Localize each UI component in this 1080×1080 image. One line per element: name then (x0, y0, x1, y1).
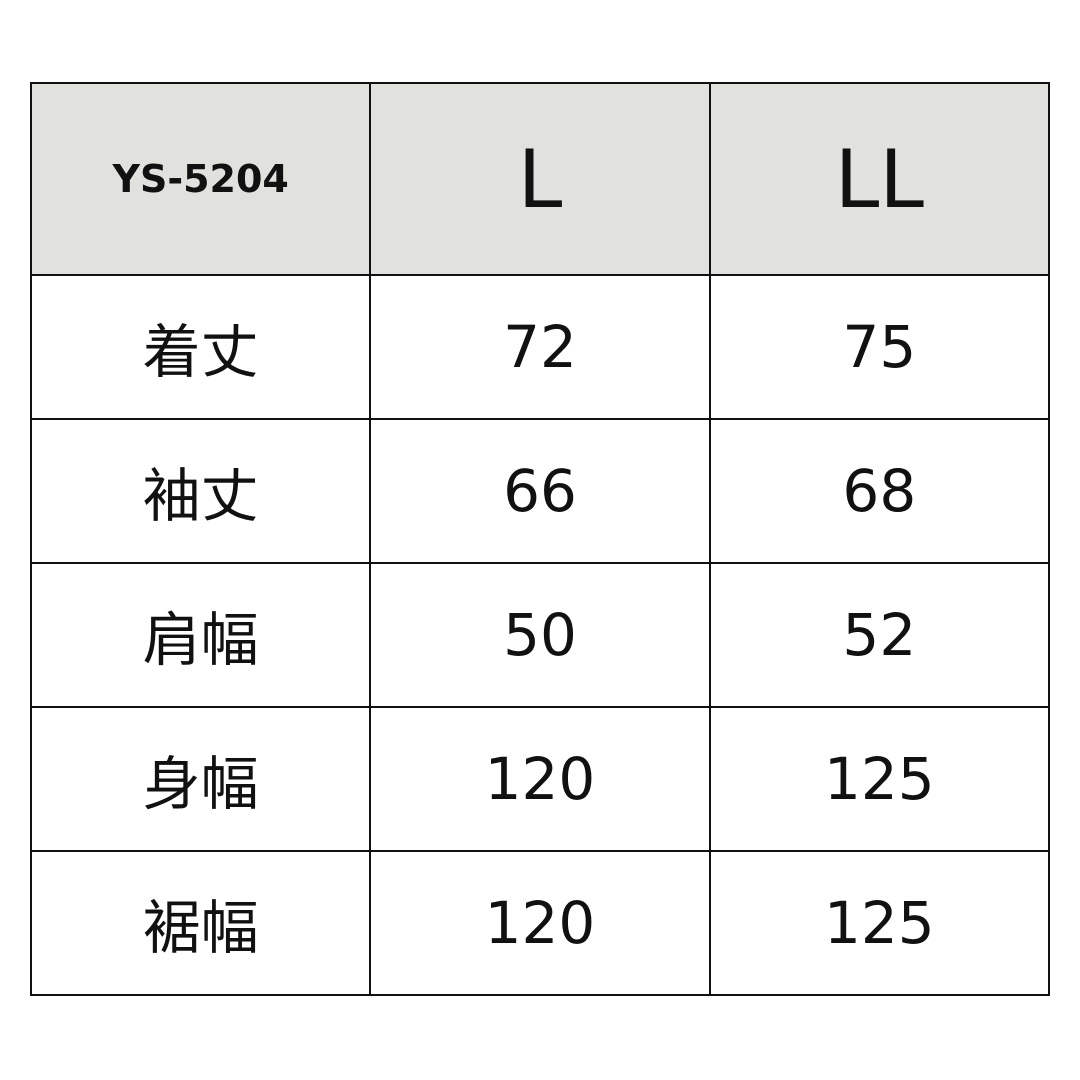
table-row: 袖丈 66 68 (29, 418, 1051, 564)
table-row: 着丈 72 75 (29, 274, 1051, 420)
row-label: 身幅 (29, 706, 372, 852)
cell-value: 66 (369, 418, 711, 564)
model-number: YS-5204 (29, 82, 372, 276)
cell-value: 52 (708, 562, 1051, 708)
row-label: 裾幅 (29, 850, 372, 996)
table-row: 身幅 120 125 (29, 706, 1051, 852)
table-row: 裾幅 120 125 (29, 850, 1051, 996)
cell-value: 120 (369, 850, 711, 996)
size-table: YS-5204 L LL 着丈 72 75 袖丈 66 68 肩幅 50 52 … (29, 82, 1051, 996)
header-row: YS-5204 L LL (29, 82, 1051, 276)
cell-value: 72 (369, 274, 711, 420)
cell-value: 68 (708, 418, 1051, 564)
table-row: 肩幅 50 52 (29, 562, 1051, 708)
cell-value: 125 (708, 850, 1051, 996)
cell-value: 125 (708, 706, 1051, 852)
row-label: 肩幅 (29, 562, 372, 708)
cell-value: 75 (708, 274, 1051, 420)
row-label: 着丈 (29, 274, 372, 420)
size-header-ll: LL (708, 82, 1051, 276)
cell-value: 120 (369, 706, 711, 852)
cell-value: 50 (369, 562, 711, 708)
row-label: 袖丈 (29, 418, 372, 564)
size-header-l: L (369, 82, 711, 276)
